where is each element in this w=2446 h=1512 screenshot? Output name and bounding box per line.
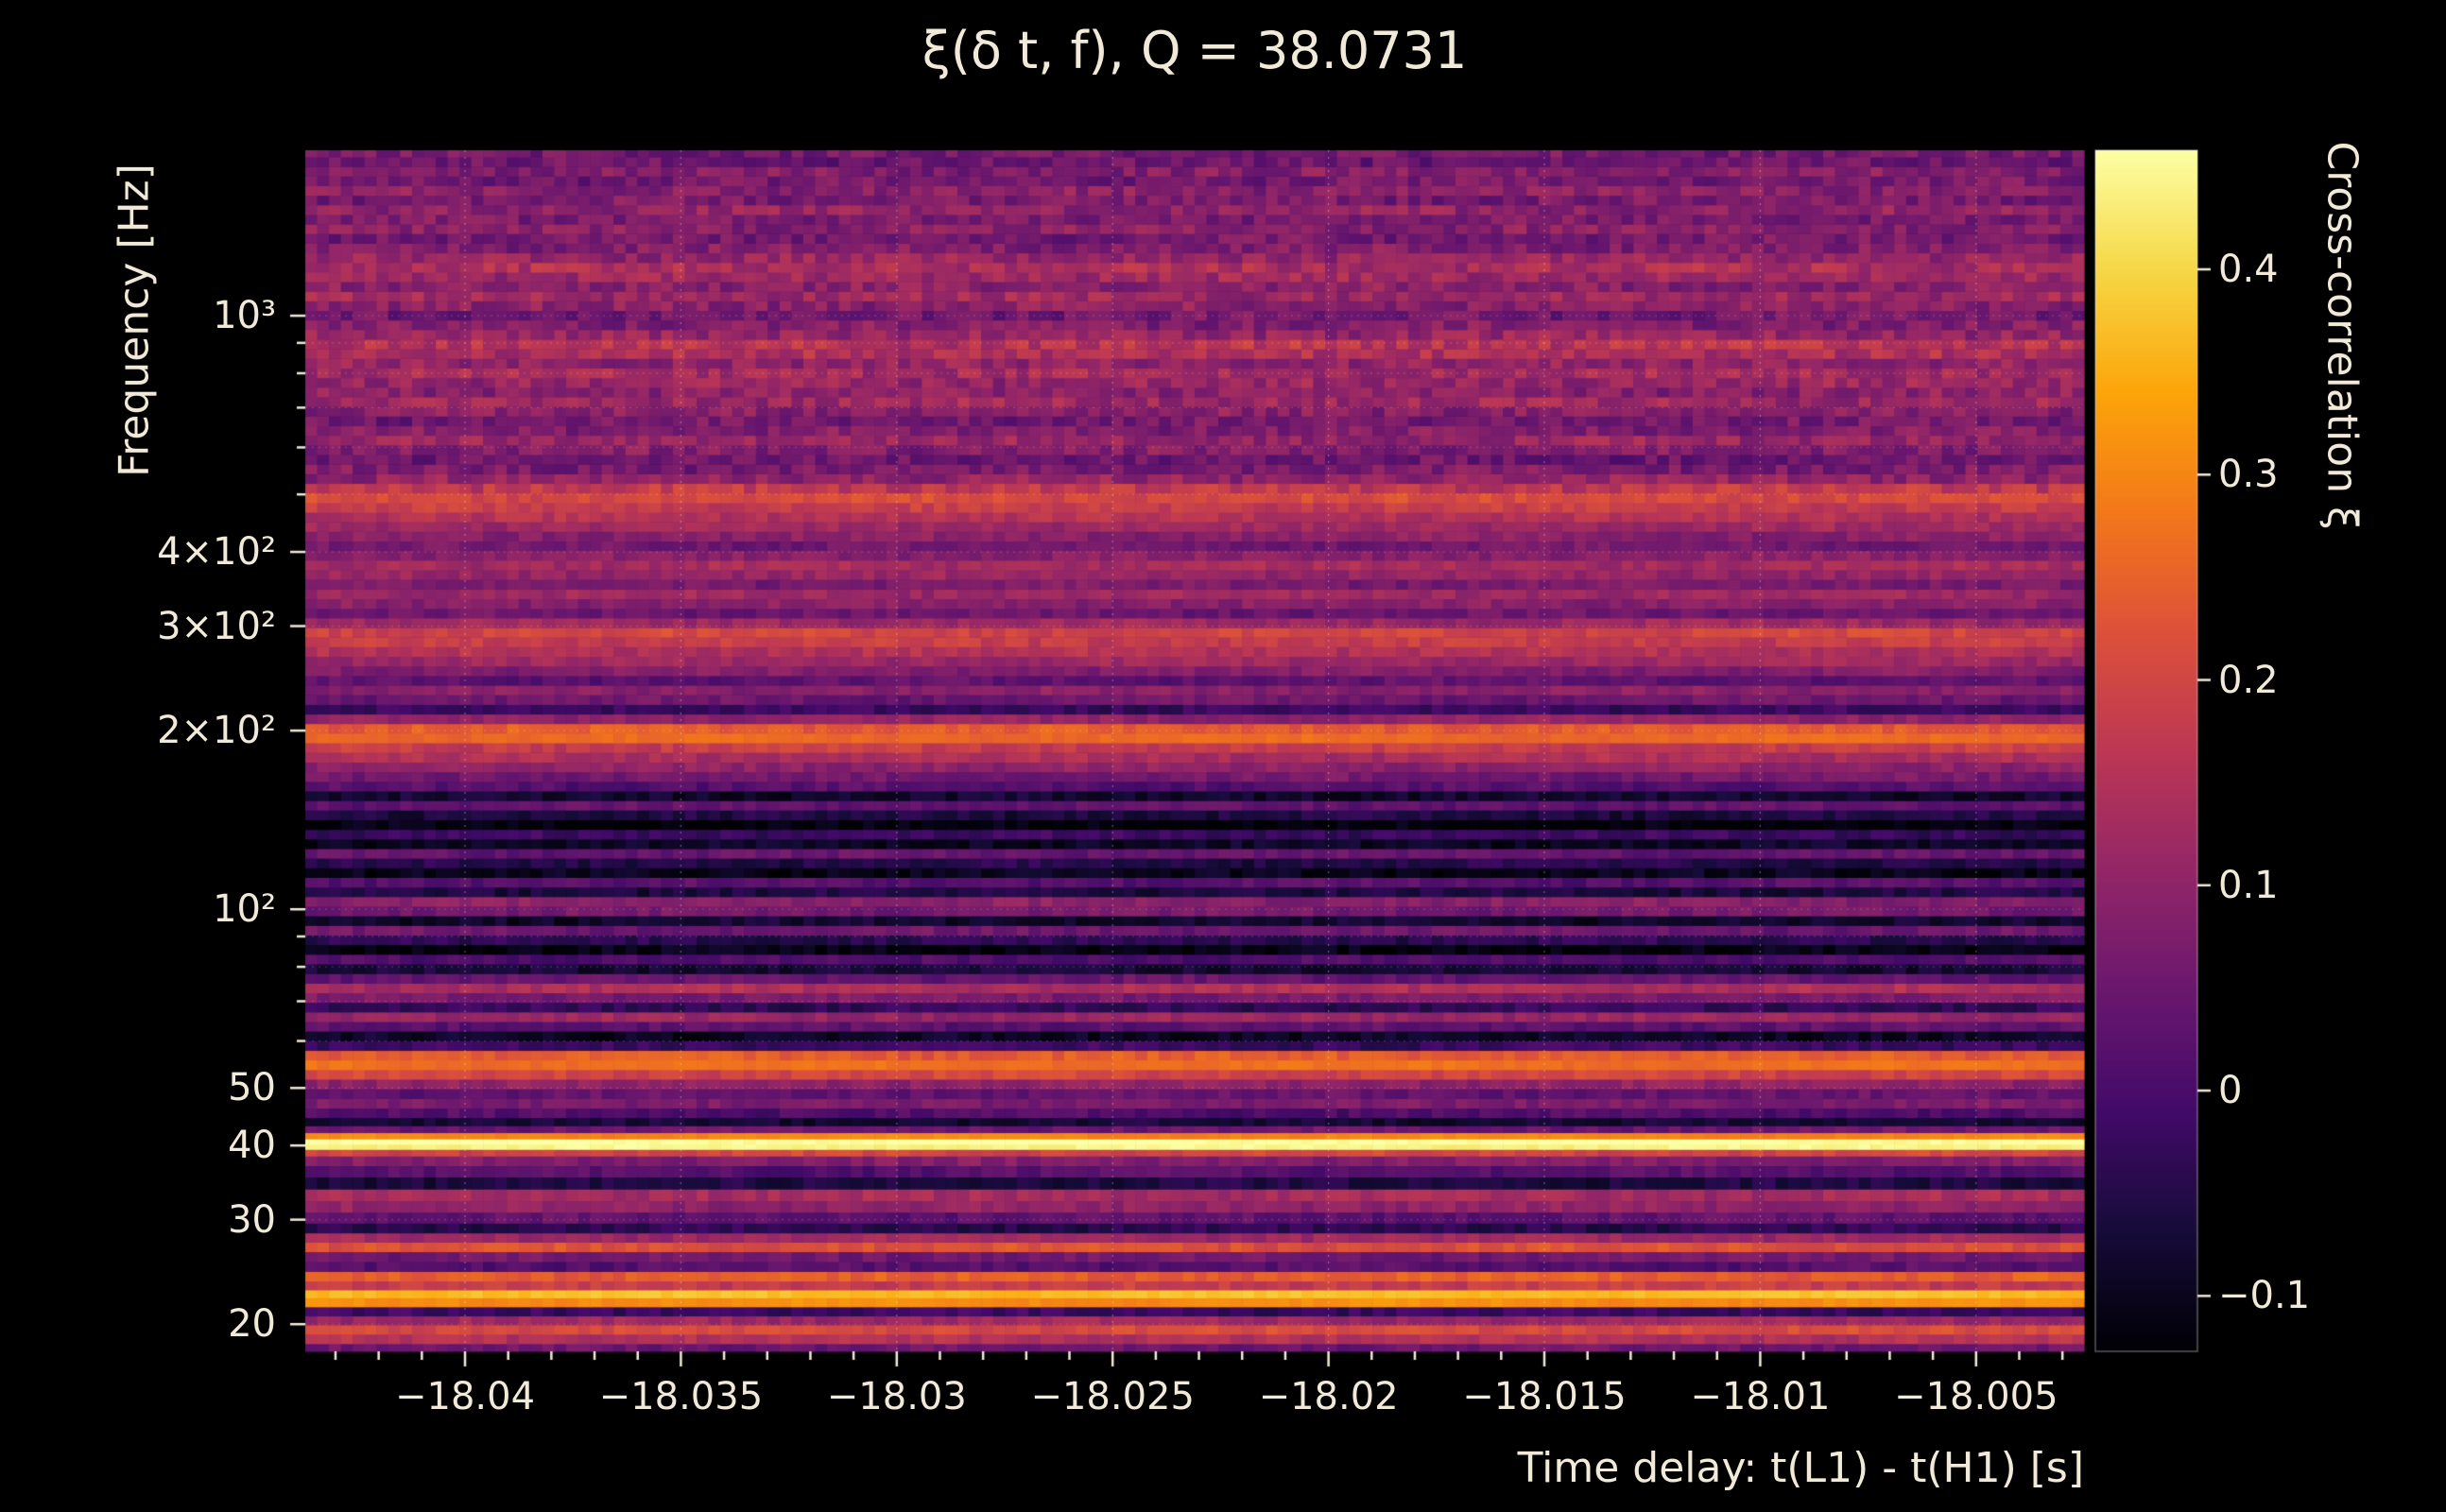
x-tick-label: −18.035	[598, 1375, 764, 1418]
y-tick-label: 2×10²	[157, 709, 276, 753]
y-tick-label: 50	[228, 1066, 276, 1110]
x-tick-label: −18.02	[1258, 1375, 1399, 1418]
colorbar-tick-label: 0	[2218, 1069, 2243, 1113]
y-tick-label: 3×10²	[157, 604, 276, 648]
colorbar-tick-label: 0.4	[2218, 248, 2279, 291]
x-tick-label: −18.005	[1894, 1375, 2058, 1418]
y-tick-label: 10²	[213, 887, 276, 932]
y-tick-label: 40	[228, 1124, 276, 1168]
y-tick-label: 10³	[213, 294, 276, 338]
x-tick-label: −18.01	[1690, 1375, 1831, 1418]
x-tick-label: −18.015	[1462, 1375, 1627, 1418]
y-tick-label: 4×10²	[157, 530, 276, 575]
colorbar-tick-label: 0.1	[2218, 863, 2279, 907]
x-axis-label: Time delay: t(L1) - t(H1) [s]	[1517, 1444, 2084, 1492]
chart-title: ξ(δ t, f), Q = 38.0731	[922, 21, 1468, 80]
x-tick-label: −18.03	[826, 1375, 967, 1418]
y-tick-label: 20	[228, 1302, 276, 1347]
colorbar-tick-label: 0.2	[2218, 658, 2279, 702]
x-tick-label: −18.025	[1030, 1375, 1195, 1418]
x-tick-label: −18.04	[394, 1375, 536, 1418]
y-tick-label: 30	[228, 1197, 276, 1242]
colorbar-tick-label: 0.3	[2218, 453, 2279, 497]
colorbar-label: Cross-correlation ξ	[2317, 141, 2367, 530]
colorbar-tick-label: −0.1	[2218, 1274, 2311, 1318]
